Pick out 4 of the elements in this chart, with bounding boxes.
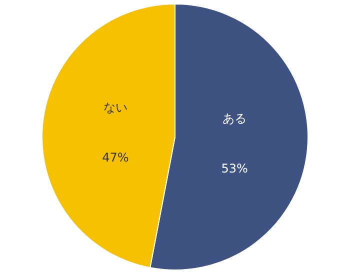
slice-label: ない [103, 100, 128, 114]
slice-label: ある [222, 112, 247, 126]
data-label: 47% [102, 150, 129, 164]
data-label: 53% [221, 162, 248, 176]
